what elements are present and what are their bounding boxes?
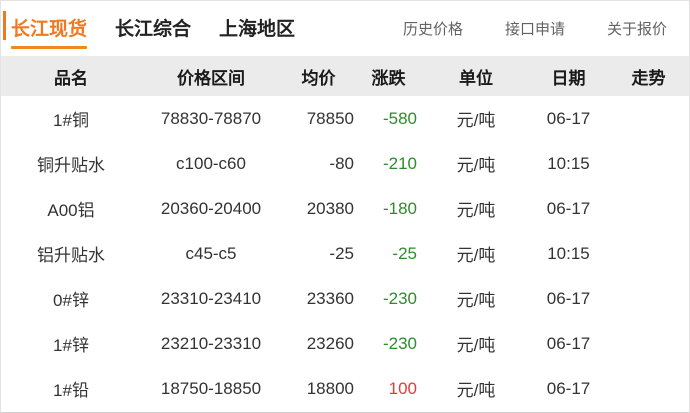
cell-unit: 元/吨 [421, 96, 531, 141]
link-api-application[interactable]: 接口申请 [504, 21, 565, 38]
cell-price-range: 23210-23310 [141, 321, 281, 366]
table-body: 1#铜 78830-78870 78850 -580 元/吨 06-17 铜升贴… [1, 96, 689, 411]
cell-date: 06-17 [531, 186, 606, 231]
cell-trend [606, 321, 689, 366]
cell-product: 1#锌 [1, 321, 141, 366]
link-history-prices[interactable]: 历史价格 [402, 21, 463, 38]
col-header-product: 品名 [1, 56, 141, 96]
cell-unit: 元/吨 [421, 186, 531, 231]
cell-unit: 元/吨 [421, 141, 531, 186]
cell-change: -230 [356, 276, 421, 321]
cell-date: 06-17 [531, 366, 606, 411]
cell-change: -210 [356, 141, 421, 186]
nav-links: 历史价格 接口申请 关于报价 [361, 18, 689, 39]
cell-price-range: c45-c5 [141, 231, 281, 276]
col-header-price-range: 价格区间 [141, 56, 281, 96]
table-row: 1#铜 78830-78870 78850 -580 元/吨 06-17 [1, 96, 689, 141]
cell-product: A00铝 [1, 186, 141, 231]
table-row: 1#铅 18750-18850 18800 100 元/吨 06-17 [1, 366, 689, 411]
cell-trend [606, 366, 689, 411]
cell-product: 1#铜 [1, 96, 141, 141]
cell-avg-price: 78850 [281, 96, 356, 141]
table-row: 铜升贴水 c100-c60 -80 -210 元/吨 10:15 [1, 141, 689, 186]
cell-avg-price: -80 [281, 141, 356, 186]
cell-date: 06-17 [531, 321, 606, 366]
link-about-quotes[interactable]: 关于报价 [606, 21, 667, 38]
cell-change: -25 [356, 231, 421, 276]
col-header-change: 涨跌 [356, 56, 421, 96]
tab-shanghai-region[interactable]: 上海地区 [219, 19, 296, 40]
cell-price-range: 18750-18850 [141, 366, 281, 411]
cell-unit: 元/吨 [421, 321, 531, 366]
table-header: 品名 价格区间 均价 涨跌 单位 日期 走势 [1, 56, 689, 96]
cell-avg-price: 23260 [281, 321, 356, 366]
top-nav: 长江现货 长江综合 上海地区 历史价格 接口申请 关于报价 [1, 1, 689, 56]
cell-avg-price: 23360 [281, 276, 356, 321]
cell-trend [606, 276, 689, 321]
cell-trend [606, 186, 689, 231]
cell-unit: 元/吨 [421, 366, 531, 411]
cell-date: 10:15 [531, 141, 606, 186]
table-row: A00铝 20360-20400 20380 -180 元/吨 06-17 [1, 186, 689, 231]
cell-unit: 元/吨 [421, 231, 531, 276]
cell-price-range: 23310-23410 [141, 276, 281, 321]
cell-change: -580 [356, 96, 421, 141]
cell-avg-price: -25 [281, 231, 356, 276]
table-row: 铝升贴水 c45-c5 -25 -25 元/吨 10:15 [1, 231, 689, 276]
cell-date: 06-17 [531, 276, 606, 321]
table-row: 0#锌 23310-23410 23360 -230 元/吨 06-17 [1, 276, 689, 321]
cell-trend [606, 231, 689, 276]
col-header-trend: 走势 [606, 56, 689, 96]
cell-product: 铜升贴水 [1, 141, 141, 186]
accent-bar [3, 11, 6, 40]
col-header-unit: 单位 [421, 56, 531, 96]
tab-group: 长江现货 长江综合 上海地区 [1, 6, 323, 51]
col-header-date: 日期 [531, 56, 606, 96]
cell-trend [606, 141, 689, 186]
cell-change: 100 [356, 366, 421, 411]
tab-changjiang-spot[interactable]: 长江现货 [11, 6, 88, 51]
tab-changjiang-summary[interactable]: 长江综合 [115, 19, 192, 40]
cell-avg-price: 20380 [281, 186, 356, 231]
header-row: 品名 价格区间 均价 涨跌 单位 日期 走势 [1, 56, 689, 96]
col-header-avg-price: 均价 [281, 56, 356, 96]
price-table: 品名 价格区间 均价 涨跌 单位 日期 走势 1#铜 78830-78870 7… [1, 56, 689, 411]
cell-trend [606, 96, 689, 141]
cell-date: 06-17 [531, 96, 606, 141]
cell-change: -230 [356, 321, 421, 366]
cell-product: 铝升贴水 [1, 231, 141, 276]
cell-product: 0#锌 [1, 276, 141, 321]
cell-price-range: 78830-78870 [141, 96, 281, 141]
cell-change: -180 [356, 186, 421, 231]
cell-date: 10:15 [531, 231, 606, 276]
cell-product: 1#铅 [1, 366, 141, 411]
cell-unit: 元/吨 [421, 276, 531, 321]
cell-avg-price: 18800 [281, 366, 356, 411]
cell-price-range: 20360-20400 [141, 186, 281, 231]
table-row: 1#锌 23210-23310 23260 -230 元/吨 06-17 [1, 321, 689, 366]
cell-price-range: c100-c60 [141, 141, 281, 186]
